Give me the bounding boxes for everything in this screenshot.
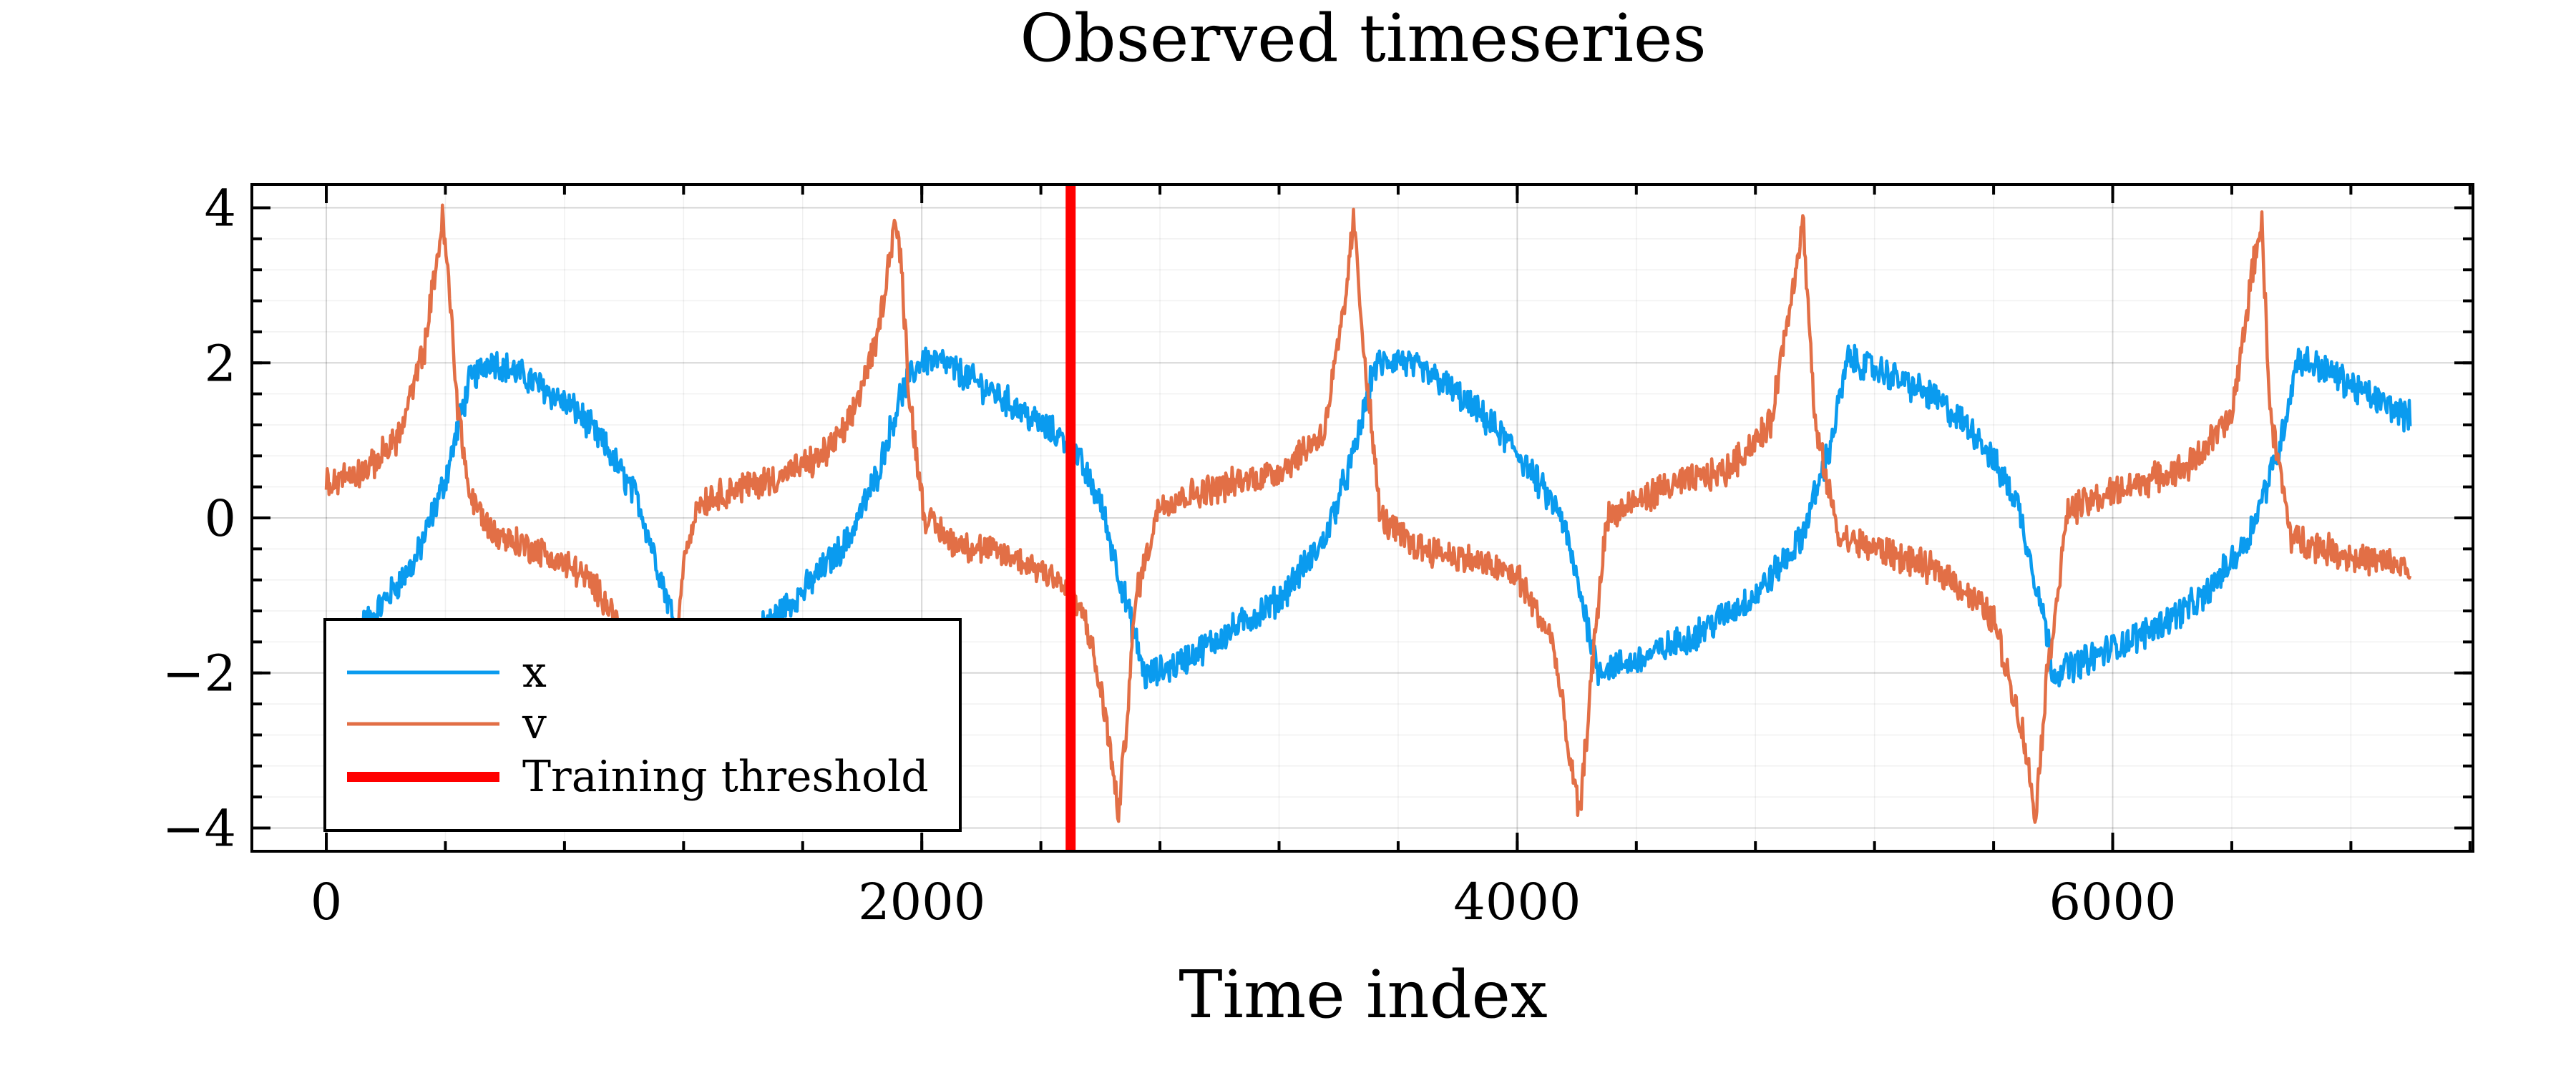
x-tick-label: 2000 (858, 873, 985, 931)
x-axis-label: Time index (1179, 956, 1548, 1033)
legend-label-training-threshold: Training threshold (522, 752, 929, 802)
y-tick-label: −4 (162, 799, 236, 858)
y-tick-label: 2 (204, 334, 236, 393)
minor-grid (252, 185, 2473, 851)
y-tick-label: 0 (204, 489, 236, 548)
chart-title: Observed timeseries (1020, 0, 1706, 77)
x-tick-label: 6000 (2049, 873, 2176, 931)
x-tick-label: 4000 (1453, 873, 1581, 931)
y-tick-label: −2 (162, 645, 236, 703)
legend-label-x: x (522, 647, 547, 697)
axis-ticks (252, 185, 2473, 851)
x-tick-label: 0 (311, 873, 343, 931)
axis-tick-labels: 0 2000 4000 6000 −4 −2 0 2 4 (162, 180, 2177, 931)
legend-label-v: v (522, 699, 547, 749)
y-tick-label: 4 (204, 180, 236, 238)
legend: x v Training threshold (323, 618, 962, 832)
